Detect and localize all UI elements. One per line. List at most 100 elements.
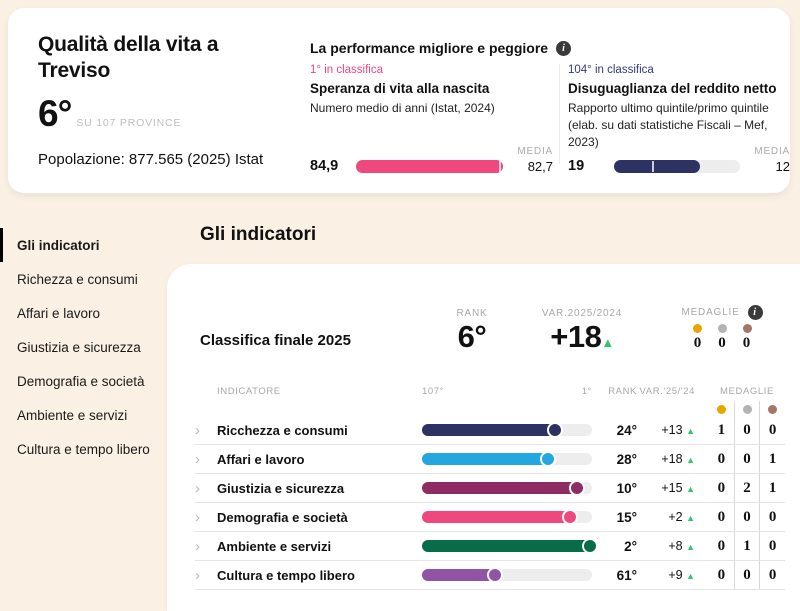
rank-stat: RANK 6° — [440, 308, 504, 352]
indicator-bar — [422, 538, 599, 554]
bar-knob — [561, 509, 578, 525]
info-icon[interactable]: i — [556, 40, 572, 56]
table-row[interactable]: › Giustizia e sicurezza 10° +15 ▲ 0 2 1 — [195, 474, 785, 503]
chevron-right-icon[interactable]: › — [195, 421, 200, 439]
worst-indicator-description: Rapporto ultimo quintile/primo quintile … — [568, 101, 769, 149]
silver-medal-icon — [717, 324, 727, 333]
best-media-value: 82,7 — [527, 158, 553, 174]
sidebar-item-ambiente-e-servizi[interactable]: Ambiente e servizi — [17, 407, 128, 423]
indicator-medals: 0 1 0 — [709, 532, 785, 560]
chevron-right-icon[interactable]: › — [195, 508, 200, 526]
sidebar-item-cultura-e-tempo-libero[interactable]: Cultura e tempo libero — [17, 441, 150, 457]
up-triangle-icon: ▲ — [686, 571, 695, 581]
performance-divider — [559, 64, 560, 164]
sidebar-item-richezza-e-consumi[interactable]: Richezza e consumi — [17, 271, 138, 287]
indicator-bar — [422, 480, 592, 496]
header-var: VAR.'25/'24 — [639, 386, 695, 397]
worst-performance-block: 104° in classifica Disuguaglianza del re… — [568, 64, 790, 174]
chevron-right-icon[interactable]: › — [195, 566, 200, 584]
sidebar-item-affari-e-lavoro[interactable]: Affari e lavoro — [17, 305, 101, 321]
indicator-bar — [422, 422, 592, 438]
chevron-right-icon[interactable]: › — [195, 450, 200, 468]
silver-count: 0 — [733, 503, 760, 531]
bronze-count: 0 — [759, 561, 785, 589]
gold-medal-icon — [692, 324, 702, 333]
indicator-var: +15 ▲ — [661, 481, 695, 495]
chevron-right-icon[interactable]: › — [195, 537, 200, 555]
up-triangle-icon: ▲ — [686, 455, 695, 465]
bar-knob — [582, 538, 599, 554]
best-bar-fill — [356, 159, 503, 173]
medals-caption: MEDAGLIE i — [672, 305, 772, 320]
table-row[interactable]: › Affari e lavoro 28° +18 ▲ 0 0 1 — [195, 445, 785, 474]
worst-rank-label: 104° in classifica — [568, 64, 654, 76]
silver-count: 0 — [733, 416, 760, 444]
indicators-table: INDICATORE 107° 1° RANK VAR.'25/'24 MEDA… — [195, 382, 785, 590]
table-row[interactable]: › Ambiente e servizi 2° +8 ▲ 0 1 0 — [195, 532, 785, 561]
gold-medal-icon — [716, 404, 726, 414]
gold-count: 0 — [693, 335, 702, 351]
page-title: Qualità della vita a Treviso — [38, 33, 219, 83]
worst-media-value: 12 — [775, 158, 790, 174]
media-label: MEDIA — [517, 145, 553, 157]
indicator-name: Giustizia e sicurezza — [217, 480, 345, 496]
silver-count: 1 — [733, 532, 760, 560]
variation-caption: VAR.2025/2024 — [541, 308, 623, 319]
bar-knob — [568, 480, 585, 496]
gold-count: 1 — [717, 421, 726, 438]
chevron-right-icon[interactable]: › — [195, 479, 200, 497]
variation-stat: VAR.2025/2024 +18▲ — [522, 308, 642, 352]
indicator-var: +9 ▲ — [668, 568, 695, 582]
city-rank-suffix: SU 107 PROVINCE — [76, 116, 182, 129]
worst-bar-track — [614, 159, 740, 173]
worst-bar-row: MEDIA 19 12 — [568, 144, 790, 175]
table-header: INDICATORE 107° 1° RANK VAR.'25/'24 MEDA… — [195, 382, 785, 417]
media-label: MEDIA — [754, 145, 790, 157]
indicators-heading: Gli indicatori — [200, 224, 317, 245]
table-row[interactable]: › Demografia e società 15° +2 ▲ 0 0 0 — [195, 503, 785, 532]
gold-count: 0 — [717, 566, 726, 583]
best-value: 84,9 — [310, 158, 339, 174]
indicator-rank: 15° — [616, 509, 637, 525]
media-tick — [651, 160, 654, 172]
indicator-rank: 24° — [616, 422, 637, 438]
performance-section-title: La performance migliore e peggiore i — [310, 40, 572, 56]
sidebar-item-demografia-e-societa[interactable]: Demografia e società — [17, 373, 145, 389]
worst-indicator-name: Disuguaglianza del reddito netto — [568, 81, 777, 96]
indicator-medals: 0 0 0 — [709, 503, 785, 531]
bronze-count: 0 — [759, 416, 785, 444]
header-rank: RANK — [608, 386, 637, 397]
indicator-var: +13 ▲ — [661, 423, 695, 437]
medals-stat: MEDAGLIE i 0 0 0 — [672, 305, 772, 352]
indicator-medals: 0 0 1 — [709, 445, 785, 473]
indicator-bar — [422, 509, 592, 525]
rank-caption: RANK — [456, 308, 488, 319]
indicator-medals: 1 0 0 — [709, 416, 785, 444]
up-triangle-icon: ▲ — [686, 484, 695, 494]
medal-dots — [672, 324, 772, 333]
info-icon[interactable]: i — [747, 305, 763, 320]
sidebar-item-giustizia-e-sicurezza[interactable]: Giustizia e sicurezza — [17, 339, 141, 355]
population-text: Popolazione: 877.565 (2025) Istat — [38, 150, 264, 168]
indicator-var: +8 ▲ — [668, 539, 695, 553]
gold-count: 0 — [717, 537, 726, 554]
up-triangle-icon: ▲ — [601, 335, 614, 350]
indicator-name: Ricchezza e consumi — [217, 422, 348, 438]
table-row[interactable]: › Ricchezza e consumi 24° +13 ▲ 1 0 0 — [195, 416, 785, 445]
city-rank-value: 6° — [38, 92, 72, 134]
indicator-bar — [422, 567, 592, 583]
media-tick — [498, 160, 501, 172]
silver-count: 0 — [733, 445, 760, 473]
indicator-rank: 2° — [624, 538, 637, 554]
scale-best-label: 1° — [581, 386, 592, 397]
summary-card: Qualità della vita a Treviso 6° SU 107 P… — [8, 8, 790, 193]
best-bar-row: MEDIA 84,9 82,7 — [310, 144, 553, 175]
silver-count: 0 — [733, 561, 760, 589]
indicator-rank: 10° — [616, 480, 637, 496]
table-row[interactable]: › Cultura e tempo libero 61° +9 ▲ 0 0 0 — [195, 561, 785, 590]
medals-header-label: MEDAGLIE — [720, 386, 774, 397]
indicator-name: Demografia e società — [217, 509, 348, 525]
indicator-rank: 61° — [616, 567, 637, 583]
variation-value: +18▲ — [550, 319, 614, 354]
sidebar-item-gli-indicatori[interactable]: Gli indicatori — [0, 228, 165, 262]
